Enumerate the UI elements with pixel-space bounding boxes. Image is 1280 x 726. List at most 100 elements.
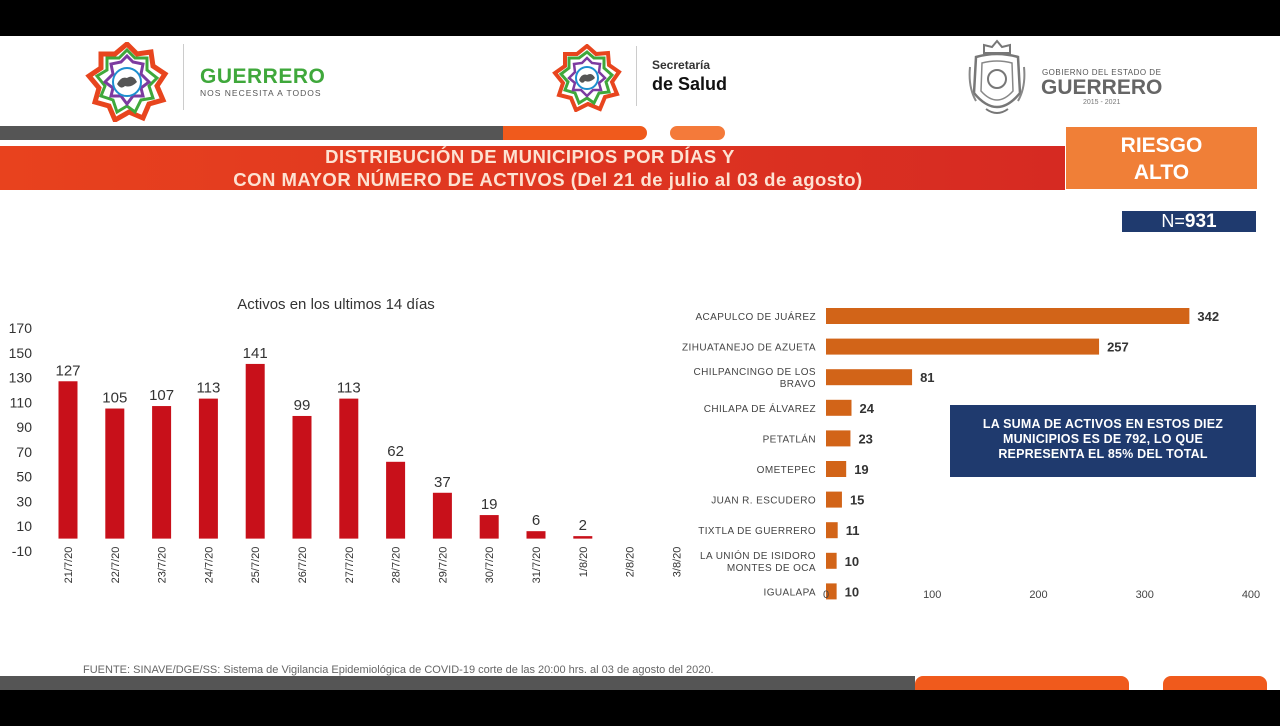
data-label: 19 [481, 496, 498, 513]
total-value: 931 [1184, 211, 1217, 232]
bar [479, 515, 499, 539]
bar [826, 369, 913, 386]
summary-line-3: REPRESENTA EL 85% DEL TOTAL [998, 447, 1208, 461]
summary-line-1: LA SUMA DE ACTIVOS EN ESTOS DIEZ [982, 417, 1224, 431]
state-seal-icon [968, 39, 1026, 114]
bar [826, 308, 1190, 324]
y-tick-label: 110 [10, 394, 33, 410]
brand-title: GUERRERO [200, 65, 326, 88]
data-label: 19 [854, 462, 868, 477]
x-tick-label: 3/8/20 [671, 547, 683, 578]
bar [245, 363, 265, 539]
data-label: 37 [434, 474, 451, 491]
data-label: 11 [846, 523, 860, 538]
category-label: CHILPANCINGO DE LOS BRAVO [694, 367, 816, 390]
y-tick-label: -10 [12, 543, 32, 559]
category-label-line: LA UNIÓN DE ISIDORO [700, 549, 816, 562]
data-label: 107 [149, 387, 174, 404]
bar [58, 381, 78, 539]
y-tick-label: 170 [9, 320, 33, 336]
top-stripe-orange [503, 126, 647, 140]
x-tick-label: 2/8/20 [625, 547, 637, 578]
category-label: ZIHUATANEJO DE AZUETA [682, 343, 816, 354]
data-label: 10 [845, 554, 859, 569]
y-tick-label: 90 [16, 419, 32, 435]
data-label: 105 [102, 390, 127, 407]
category-label-line: BRAVO [780, 379, 816, 390]
x-tick-label: 21/7/20 [63, 547, 75, 584]
bar [105, 408, 125, 539]
risk-badge: RIESGO ALTO [1066, 127, 1257, 189]
top-stripe-grey [0, 126, 503, 140]
category-label-line: MONTES DE OCA [727, 563, 816, 574]
x-tick-label: 24/7/20 [203, 547, 215, 584]
gobierno: GOBIERNO DEL ESTADO DE GUERRERO 2015 - 2… [1041, 68, 1162, 106]
municipality-actives-chart: 342 ACAPULCO DE JUÁREZ 257 ZIHUATANEJO DE A… [682, 308, 1260, 601]
bar [432, 492, 452, 539]
category-label-line: OMETEPEC [757, 465, 816, 476]
brand-subtitle: NOS NECESITA A TODOS [200, 88, 322, 98]
summary-line-2: MUNICIPIOS ES DE 792, LO QUE [1002, 432, 1204, 446]
category-label-line: JUAN R. ESCUDERO [711, 496, 816, 507]
bar [826, 491, 842, 508]
x-tick-label: 100 [923, 589, 941, 601]
banner-line-2: CON MAYOR NÚMERO DE ACTIVOS (Del 21 de j… [233, 169, 863, 190]
y-tick-label: 130 [9, 370, 33, 386]
category-label-line: IGUALAPA [764, 587, 816, 598]
x-tick-label: 1/8/20 [578, 547, 590, 578]
data-label: 257 [1107, 340, 1129, 355]
gobierno-years: 2015 - 2021 [1082, 99, 1121, 106]
category-label: ACAPULCO DE JUÁREZ [695, 310, 816, 323]
banner-line-1: DISTRIBUCIÓN DE MUNICIPIOS POR DÍAS Y [325, 146, 735, 167]
x-tick-label: 31/7/20 [531, 547, 543, 584]
summary-box: LA SUMA DE ACTIVOS EN ESTOS DIEZ MUNICIP… [950, 405, 1256, 477]
x-tick-label: 26/7/20 [297, 547, 309, 584]
x-tick-label: 0 [823, 589, 829, 601]
bar [826, 430, 851, 447]
daily-actives-chart: Activos en los ultimos 14 días 170 150 130 1… [9, 296, 684, 584]
guerrero-logo [85, 42, 169, 122]
data-label: 127 [55, 362, 80, 379]
total-prefix: N= [1161, 211, 1185, 231]
bar [826, 461, 847, 477]
category-label: IGUALAPA [764, 587, 816, 598]
x-tick-label: 400 [1242, 589, 1260, 601]
bar [152, 406, 172, 539]
secretaria-top: Secretaría [652, 58, 711, 72]
bar [292, 415, 312, 539]
data-label: 141 [243, 345, 268, 362]
secretaria: Secretaría de Salud [652, 58, 727, 95]
y-tick-label: 70 [16, 444, 32, 460]
x-tick-label: 29/7/20 [437, 547, 449, 584]
data-label: 342 [1197, 309, 1219, 324]
bar [826, 552, 837, 569]
category-label: JUAN R. ESCUDERO [711, 496, 816, 507]
data-label: 10 [845, 584, 859, 599]
bar [198, 398, 218, 539]
bar [573, 536, 593, 539]
chart-title: Activos en los ultimos 14 días [237, 296, 435, 313]
bar [386, 461, 406, 539]
bottom-stripe-orange-small [1163, 676, 1267, 690]
category-label-line: ACAPULCO DE JUÁREZ [695, 310, 816, 323]
category-label: PETATLÁN [763, 432, 816, 445]
data-label: 24 [860, 401, 875, 416]
secretaria-logo [552, 44, 622, 112]
x-tick-label: 30/7/20 [484, 547, 496, 584]
bottom-stripe-grey [0, 676, 915, 690]
data-label: 6 [532, 512, 540, 529]
category-label: LA UNIÓN DE ISIDORO MONTES DE OCA [700, 549, 816, 574]
category-label-line: TIXTLA DE GUERRERO [698, 526, 816, 537]
data-label: 15 [850, 493, 864, 508]
x-tick-label: 22/7/20 [110, 547, 122, 584]
secretaria-main: de Salud [652, 74, 728, 94]
top-stripe-orange-pill [670, 126, 725, 140]
source-note: FUENTE: SINAVE/DGE/SS: Sistema de Vigila… [83, 664, 714, 676]
slide: GUERRERO NOS NECESITA A TODOS Secretaría… [0, 36, 1280, 690]
bar [526, 531, 546, 539]
risk-line-2: ALTO [1133, 161, 1190, 184]
x-tick-label: 23/7/20 [157, 547, 169, 584]
bar [339, 398, 359, 539]
bar [826, 522, 838, 539]
data-label: 2 [579, 517, 587, 534]
